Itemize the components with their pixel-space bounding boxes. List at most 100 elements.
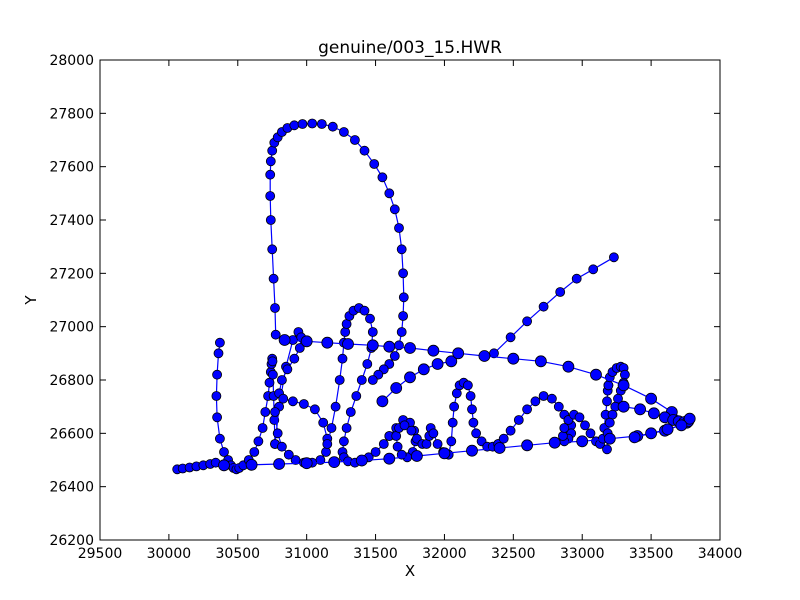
data-point	[278, 393, 289, 404]
series-t-e-r	[493, 380, 614, 449]
data-point	[249, 447, 260, 457]
series-tail-cluster	[617, 400, 696, 444]
data-point	[431, 358, 444, 370]
data-point	[338, 127, 349, 137]
x-tick-label: 30000	[147, 546, 192, 562]
data-point	[212, 369, 223, 380]
data-point	[326, 423, 337, 433]
data-point	[367, 375, 378, 385]
series-B	[270, 327, 333, 468]
data-point	[340, 327, 351, 337]
data-point	[398, 292, 409, 303]
data-point	[327, 121, 338, 132]
data-point	[389, 204, 400, 215]
y-axis-title: Y	[22, 295, 40, 306]
data-point	[298, 399, 309, 409]
data-point	[645, 427, 657, 440]
data-point	[505, 425, 516, 436]
data-point	[321, 336, 334, 349]
data-point	[245, 458, 258, 471]
data-point	[590, 368, 602, 381]
data-point	[268, 273, 279, 284]
series-upstroke	[489, 252, 619, 359]
series-V	[211, 337, 280, 475]
data-point	[384, 188, 395, 199]
data-point	[265, 215, 276, 225]
data-point	[553, 401, 564, 412]
data-point	[270, 329, 281, 340]
data-point	[272, 428, 283, 439]
data-point	[555, 287, 566, 297]
data-point	[447, 417, 458, 428]
ticks: 29500 30000 30500 31000 31500 32000 32500 33000…	[49, 53, 742, 562]
data-point	[683, 412, 696, 425]
y-tick-label: 28000	[49, 53, 94, 69]
data-point	[617, 379, 630, 392]
x-tick-label: 33500	[629, 546, 674, 562]
data-point	[390, 382, 403, 394]
data-point	[634, 403, 646, 416]
y-tick-label: 26800	[49, 373, 94, 389]
data-point	[355, 454, 368, 467]
y-tick-label: 27200	[49, 266, 94, 282]
x-tick-label: 31500	[353, 546, 398, 562]
data-point	[449, 401, 460, 412]
data-point	[267, 145, 278, 156]
data-point	[270, 407, 280, 417]
series-l	[322, 303, 395, 468]
data-point	[404, 371, 416, 384]
data-point	[376, 395, 389, 408]
data-point	[294, 343, 305, 353]
data-point	[267, 244, 278, 255]
data-point	[602, 396, 612, 407]
data-point	[307, 118, 318, 129]
data-point	[410, 450, 423, 462]
data-point	[290, 455, 301, 465]
data-point	[417, 363, 430, 376]
data-point	[265, 156, 276, 167]
series-lead-in	[172, 457, 221, 475]
data-point	[507, 352, 520, 365]
data-point	[609, 252, 619, 263]
data-point	[522, 404, 532, 415]
data-point	[365, 313, 375, 324]
data-point	[287, 396, 298, 407]
data-point	[267, 356, 278, 367]
data-point	[396, 327, 407, 337]
data-point	[214, 433, 225, 444]
data-point	[522, 316, 532, 327]
data-point	[648, 407, 660, 420]
data-point	[389, 351, 400, 361]
y-tick-label: 26400	[49, 480, 94, 496]
data-point	[383, 340, 396, 353]
data-point	[521, 439, 533, 452]
data-point	[218, 459, 230, 472]
series-a	[384, 415, 454, 463]
y-tick-label: 27000	[49, 320, 94, 336]
data-point	[538, 301, 549, 312]
data-point	[574, 412, 585, 423]
data-point	[394, 223, 404, 233]
data-point	[270, 303, 280, 313]
y-tick-label: 27400	[49, 213, 94, 229]
data-point	[383, 452, 396, 465]
data-point	[211, 391, 222, 401]
data-point	[337, 353, 348, 364]
data-point	[265, 169, 276, 180]
data-point	[466, 444, 478, 457]
data-point	[328, 456, 341, 469]
data-point	[446, 436, 457, 447]
data-point	[349, 135, 360, 145]
data-point	[297, 119, 308, 129]
data-point	[452, 347, 465, 360]
data-point	[309, 404, 320, 415]
data-point	[276, 441, 287, 452]
data-point	[571, 273, 582, 284]
data-point	[427, 344, 440, 357]
data-point	[265, 191, 276, 201]
data-point	[428, 428, 439, 439]
data-point	[278, 334, 291, 346]
data-point	[283, 449, 294, 460]
data-point	[661, 423, 674, 436]
data-point	[257, 423, 268, 433]
